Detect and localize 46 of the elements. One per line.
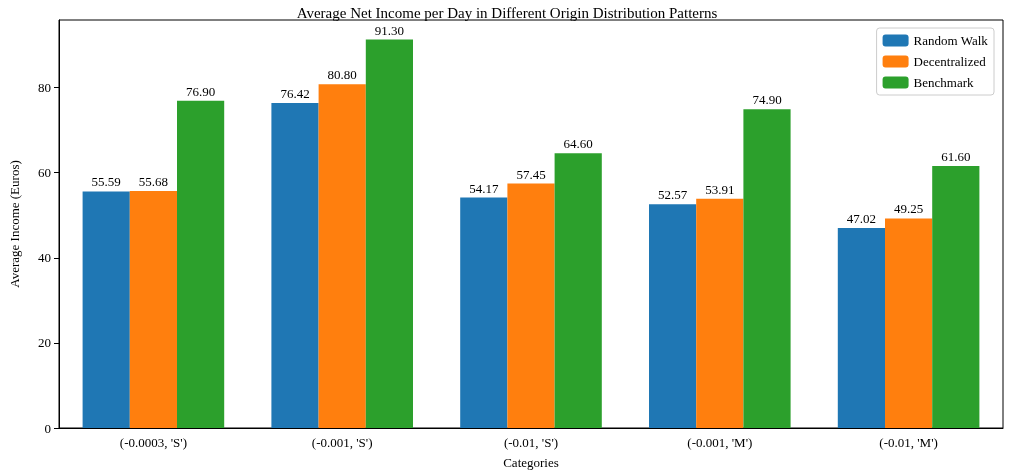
text: 76.42 (280, 85, 310, 101)
legend-label: Benchmark (913, 75, 975, 90)
text: 91.30 (374, 22, 405, 38)
text: 74.90 (752, 92, 782, 108)
x-tick-label: (-0.001, 'S') (311, 435, 373, 450)
x-tick-label: (-0.01, 'S') (503, 435, 559, 450)
y-tick-label: 40 (38, 250, 51, 266)
text: 64.60 (563, 136, 593, 152)
chart-title: Average Net Income per Day in Different Origin Distribution Patterns (296, 4, 718, 21)
legend-label: Decentralized (913, 54, 987, 69)
bar (318, 84, 366, 428)
bar (649, 204, 697, 428)
y-tick-label: 20 (38, 335, 51, 351)
x-tick-label: (-0.0003, 'S') (119, 435, 187, 450)
text: 55.59 (91, 174, 121, 190)
bar (82, 191, 130, 428)
bar (837, 227, 885, 428)
text: 47.02 (846, 210, 877, 226)
bar (177, 100, 225, 428)
bar (696, 198, 744, 428)
bar (365, 39, 413, 428)
text: 52.57 (657, 187, 688, 203)
bar (932, 165, 980, 428)
bar (507, 183, 555, 428)
text: 55.68 (138, 174, 169, 190)
text: 54.17 (469, 180, 499, 196)
x-axis-title: Categories (503, 455, 559, 470)
text: 57.45 (516, 166, 546, 182)
bar (554, 153, 602, 428)
y-tick-label: 80 (38, 80, 51, 96)
bar (129, 191, 177, 428)
text: 61.60 (941, 148, 971, 164)
bar (271, 102, 319, 428)
text: 80.80 (327, 67, 357, 83)
text: 49.25 (893, 201, 924, 217)
bar (885, 218, 933, 428)
bar (743, 109, 791, 428)
bar (460, 197, 508, 428)
x-tick-label: (-0.001, 'M') (687, 435, 753, 450)
x-tick-label: (-0.01, 'M') (879, 435, 938, 450)
text: 53.91 (705, 181, 735, 197)
y-axis-title: Average Income (Euros) (7, 160, 22, 288)
y-tick-label: 0 (44, 420, 51, 436)
text: 76.90 (185, 83, 216, 99)
legend-label: Random Walk (913, 33, 989, 48)
y-tick-label: 60 (38, 165, 51, 181)
